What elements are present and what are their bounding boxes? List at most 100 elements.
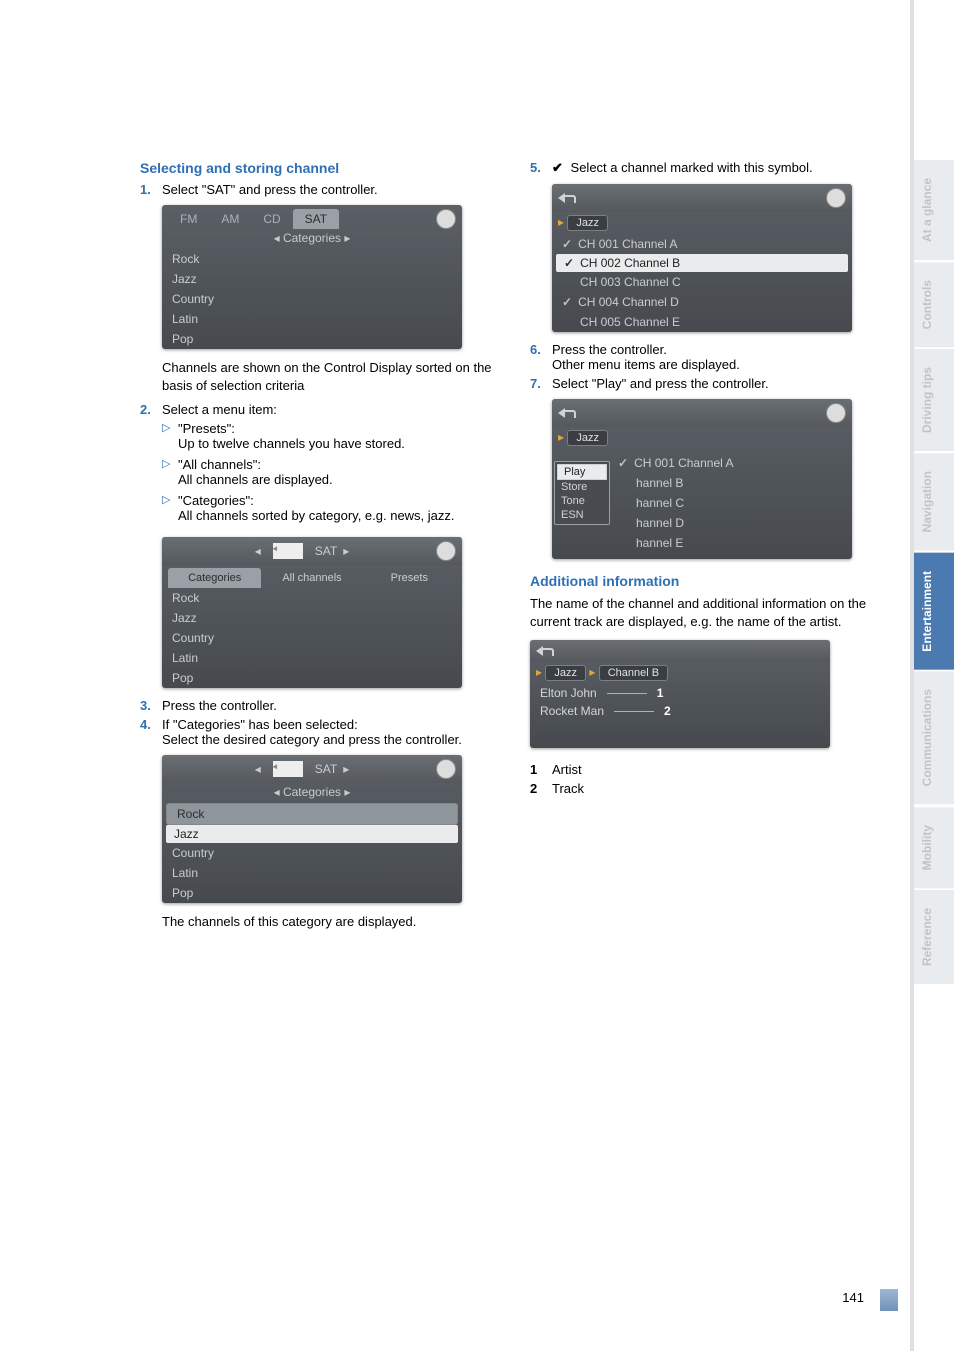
ss5-body: CH 001 Channel A hannel B hannel C hanne… (552, 449, 852, 559)
ss3-arrowr2: ▸ (344, 785, 350, 799)
tri-icon: ▷ (162, 457, 178, 487)
tab-reference[interactable]: Reference (914, 890, 954, 986)
ss2-tab-categories: Categories (168, 568, 261, 588)
flag-icon (273, 543, 303, 559)
ss1-tab-am: AM (209, 209, 251, 229)
ss1-tab-sat: SAT (293, 209, 339, 229)
ss5-bg-c: hannel C (618, 493, 846, 513)
ss3-row-jazz: Jazz (166, 825, 458, 843)
sub-allchannels: ▷ "All channels": All channels are displ… (162, 457, 500, 487)
step-4: 4. If "Categories" has been selected: Se… (140, 717, 500, 747)
step-3-text: Press the controller. (162, 698, 500, 713)
ss2-tabs3: Categories All channels Presets (162, 565, 462, 588)
page-root: Selecting and storing channel 1. Select … (0, 0, 954, 1351)
ss1-tab-row: FM AM CD SAT (162, 205, 462, 229)
sub-cat-desc: All channels sorted by category, e.g. ne… (178, 508, 455, 523)
step-4-text: If "Categories" has been selected: (162, 717, 358, 732)
legend: 1 Artist 2 Track (530, 762, 890, 796)
ss1-arrowl: ◂ (274, 231, 283, 245)
ss3-arrowl: ◂ (255, 762, 261, 776)
flag-icon (273, 761, 303, 777)
ss1-arrowr: ▸ (344, 231, 350, 245)
section-title-selecting: Selecting and storing channel (140, 160, 500, 176)
legend-2-text: Track (552, 781, 584, 796)
step-6-number: 6. (530, 342, 552, 372)
step-6-text2: Other menu items are displayed. (552, 357, 740, 372)
tab-mobility[interactable]: Mobility (914, 807, 954, 890)
ss5-bg-d: hannel D (618, 513, 846, 533)
step-list-right-1: 5. ✔ Select a channel marked with this s… (530, 160, 890, 176)
ss3-crumb-row: ◂ SAT ▸ (168, 759, 436, 779)
ss6-crumb-jazz: Jazz (545, 665, 586, 681)
ss3-arrowl2: ◂ (274, 785, 283, 799)
page-foot-bar (880, 1289, 898, 1311)
step-4-number: 4. (140, 717, 162, 747)
sub-presets-body: "Presets": Up to twelve channels you hav… (178, 421, 405, 451)
tab-entertainment[interactable]: Entertainment (914, 553, 954, 672)
ss4-row-ch002: CH 002 Channel B (556, 254, 848, 272)
ss2-crumb: SAT (315, 544, 337, 558)
step-list-left-3: 3. Press the controller. 4. If "Categori… (140, 698, 500, 747)
ss1-row-latin: Latin (162, 309, 462, 329)
tab-communications[interactable]: Communications (914, 671, 954, 806)
ss1-subbar: ◂ Categories ▸ (162, 229, 462, 249)
content-area: Selecting and storing channel 1. Select … (0, 0, 910, 1351)
screenshot-category-select: ◂ SAT ▸ ◂ Categories ▸ Rock Jazz Country… (162, 755, 462, 903)
ss2-row-country: Country (162, 628, 462, 648)
step-5-text: Select a channel marked with this symbol… (571, 160, 813, 175)
side-tabs: At a glance Controls Driving tips Naviga… (910, 0, 954, 1351)
screenshot-track-info: ▸ Jazz ▸ Channel B Elton John 1 Rocket M… (530, 640, 830, 748)
ss3-subbar: ◂ Categories ▸ (162, 783, 462, 803)
step-6-text: Press the controller. (552, 342, 667, 357)
step-6-body: Press the controller. Other menu items a… (552, 342, 890, 372)
tab-at-a-glance[interactable]: At a glance (914, 160, 954, 262)
ss4-row-ch004: CH 004 Channel D (552, 292, 852, 312)
ss4-crumb-row: ▸ Jazz (552, 212, 852, 234)
ss5-crumb-row: ▸ Jazz (552, 427, 852, 449)
ss3-arrowr: ▸ (343, 762, 349, 776)
tri-icon: ▷ (162, 493, 178, 523)
ss3-row-pop: Pop (162, 883, 462, 903)
step-7: 7. Select "Play" and press the controlle… (530, 376, 890, 391)
ss2-row-latin: Latin (162, 648, 462, 668)
ss6-artist-label: Elton John (540, 686, 597, 700)
step-5: 5. ✔ Select a channel marked with this s… (530, 160, 890, 176)
additional-info-para: The name of the channel and additional i… (530, 595, 890, 630)
ss1-subbar-label: Categories (283, 231, 341, 245)
tab-controls[interactable]: Controls (914, 262, 954, 349)
tab-driving-tips[interactable]: Driving tips (914, 349, 954, 453)
ss6-line-artist: Elton John 1 (530, 684, 830, 702)
ss1-row-jazz: Jazz (162, 269, 462, 289)
back-icon (558, 191, 576, 205)
step-7-number: 7. (530, 376, 552, 391)
ss5-mi-play: Play (557, 464, 607, 480)
ss4-crumb-arrow: ▸ (558, 215, 567, 229)
ss6-track-num: 2 (664, 704, 671, 718)
sub-presets: ▷ "Presets": Up to twelve channels you h… (162, 421, 500, 451)
ss1-tab-fm: FM (168, 209, 209, 229)
tab-navigation[interactable]: Navigation (914, 453, 954, 552)
sub-all-title: "All channels": (178, 457, 261, 472)
sub-presets-title: "Presets": (178, 421, 235, 436)
ss5-float-menu: Play Store Tone ESN (554, 461, 610, 525)
screenshot-play-menu: ▸ Jazz CH 001 Channel A hannel B hannel … (552, 399, 852, 559)
screenshot-sat-tabs: FM AM CD SAT ◂ Categories ▸ Rock Jazz Co… (162, 205, 462, 349)
ss3-row-country: Country (162, 843, 462, 863)
ss3-row-rock: Rock (166, 803, 458, 825)
step-6: 6. Press the controller. Other menu item… (530, 342, 890, 372)
step-3: 3. Press the controller. (140, 698, 500, 713)
ss5-crumb-jazz: Jazz (567, 430, 608, 446)
ss1-tab-cd: CD (251, 209, 292, 229)
legend-row-2: 2 Track (530, 781, 890, 796)
ss4-header (552, 184, 852, 212)
sub-all-desc: All channels are displayed. (178, 472, 333, 487)
ss3-knob-icon (436, 759, 456, 779)
step-2-text: Select a menu item: (162, 402, 277, 417)
ss6-crumb-channelb: Channel B (599, 665, 668, 681)
legend-1-num: 1 (530, 762, 552, 777)
ss2-knob-icon (436, 541, 456, 561)
ss5-mi-tone: Tone (555, 494, 609, 508)
caption-3: The channels of this category are displa… (162, 913, 500, 931)
sub-cat-title: "Categories": (178, 493, 254, 508)
ss5-header (552, 399, 852, 427)
